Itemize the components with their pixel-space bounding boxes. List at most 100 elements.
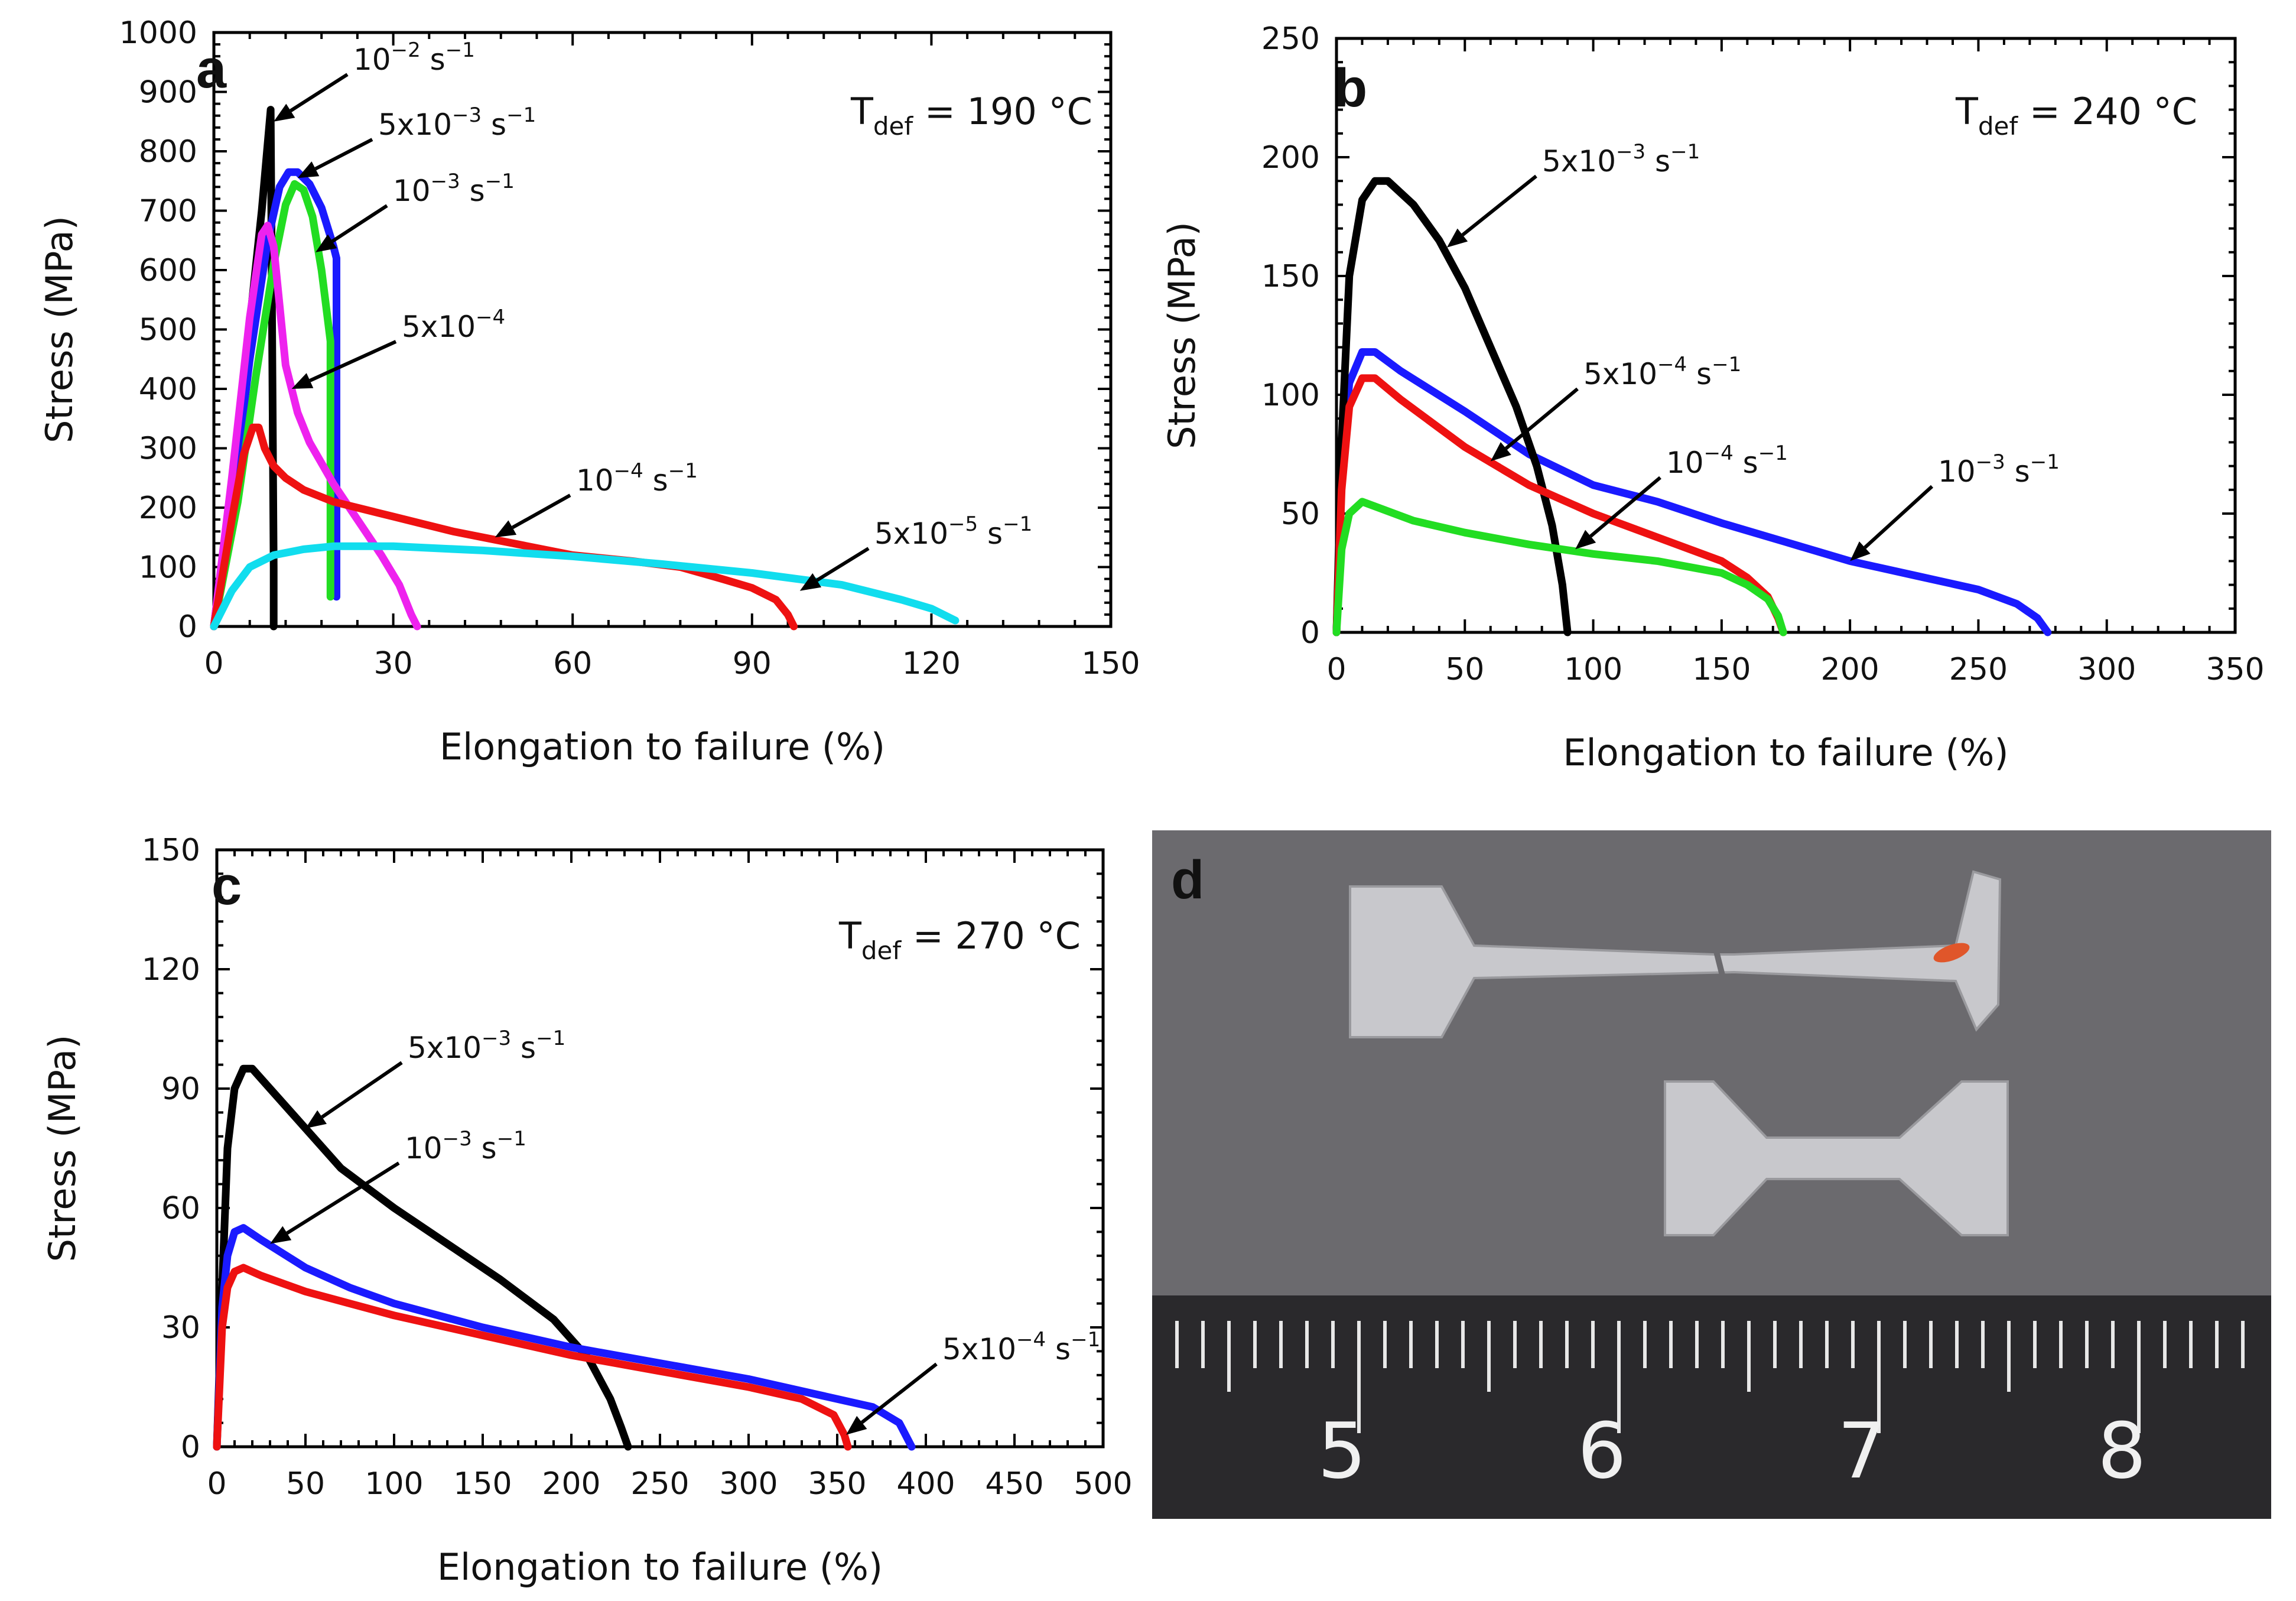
y-tick-label: 60 xyxy=(161,1191,200,1226)
y-tick-label: 100 xyxy=(1261,378,1320,413)
panel-c: 0 50 100 150 200 250 300 350 400 450 500 0 30 60 90 120… xyxy=(41,833,1133,1589)
x-tick-label: 0 xyxy=(1326,652,1346,687)
panel-letter: d xyxy=(1171,850,1204,910)
annotation-arrowhead xyxy=(1850,541,1871,561)
x-tick-label: 90 xyxy=(733,646,772,681)
annotation-arrow xyxy=(321,1061,403,1119)
specimen-fractured xyxy=(1349,870,2002,1038)
x-tick-label: 400 xyxy=(896,1466,955,1502)
panel-a: 0 30 60 90 120 150 0 100 200 300 400 500 600 700 800 90… xyxy=(38,15,1140,768)
x-tick-label: 60 xyxy=(553,646,592,681)
y-tick-label: 0 xyxy=(1300,615,1320,651)
x-tick-label: 500 xyxy=(1074,1466,1132,1502)
x-tick-label: 150 xyxy=(1692,652,1751,687)
series-line xyxy=(213,1224,916,1451)
temperature-label: Tdef = 270 °C xyxy=(838,914,1081,965)
annotation-arrow xyxy=(1589,476,1661,538)
fracture-gap xyxy=(1713,950,1725,976)
specimen-mark xyxy=(1933,943,1970,963)
y-tick-label: 0 xyxy=(181,1430,200,1465)
annotation-arrowhead xyxy=(291,373,314,389)
annotation-arrowhead xyxy=(1446,228,1468,248)
curve-annotation: 5x10−4 s−1 xyxy=(942,1328,1100,1366)
temperature-label: Tdef = 190 °C xyxy=(850,90,1092,141)
annotation-arrowhead xyxy=(274,103,295,122)
y-tick-label: 300 xyxy=(139,431,197,467)
curve-annotation: 5x10−3 s−1 xyxy=(1542,140,1700,178)
x-tick-label: 120 xyxy=(902,646,961,681)
x-tick-label: 250 xyxy=(1949,652,2008,687)
series-line xyxy=(210,542,960,631)
annotation-arrow xyxy=(1504,387,1579,450)
annotation-arrowhead xyxy=(799,573,822,591)
panel-letter: b xyxy=(1334,58,1367,118)
x-tick-label: 300 xyxy=(2077,652,2136,687)
y-tick-label: 50 xyxy=(1281,496,1320,532)
annotation-arrow xyxy=(331,204,388,243)
y-tick-label: 150 xyxy=(1261,259,1320,294)
curve-annotation: 10−2 s−1 xyxy=(353,38,475,77)
y-tick-label: 500 xyxy=(139,313,197,348)
x-axis-title: Elongation to failure (%) xyxy=(440,725,885,768)
x-axis-title: Elongation to failure (%) xyxy=(1563,731,2008,774)
panel-d-photo: 5 6 7 8 d xyxy=(1152,830,2271,1519)
x-axis-title: Elongation to failure (%) xyxy=(437,1545,883,1589)
annotation-arrow xyxy=(309,340,397,382)
annotation-arrow xyxy=(290,73,349,112)
annotation-arrow xyxy=(816,547,870,582)
series-line xyxy=(210,180,334,631)
y-tick-label: 90 xyxy=(161,1071,200,1107)
annotation-arrow xyxy=(511,493,571,530)
x-tick-label: 350 xyxy=(808,1466,866,1502)
temperature-label: Tdef = 240 °C xyxy=(1955,90,2197,141)
annotation-arrow xyxy=(1864,485,1934,549)
ruler-label: 7 xyxy=(1838,1406,1887,1496)
annotation-arrowhead xyxy=(305,1110,327,1129)
y-tick-label: 0 xyxy=(178,609,197,645)
curve-annotation: 10−3 s−1 xyxy=(393,170,515,208)
ruler-label: 8 xyxy=(2097,1406,2147,1496)
y-axis-title: Stress (MPa) xyxy=(1160,222,1204,449)
ruler-ticks: 5 6 7 8 xyxy=(1175,1321,2245,1496)
x-tick-label: 300 xyxy=(719,1466,778,1502)
curve-annotation: 10−3 s−1 xyxy=(1938,450,2060,489)
y-tick-label: 600 xyxy=(139,253,197,288)
y-tick-label: 120 xyxy=(142,952,200,988)
curve-annotation: 10−3 s−1 xyxy=(405,1127,526,1165)
x-tick-label: 0 xyxy=(207,1466,226,1502)
annotation-arrowhead xyxy=(316,234,337,252)
y-tick-label: 30 xyxy=(161,1310,200,1346)
y-axis-title: Stress (MPa) xyxy=(38,216,81,443)
x-tick-label: 450 xyxy=(985,1466,1043,1502)
series-line xyxy=(213,1064,632,1451)
x-tick-label: 50 xyxy=(1445,652,1484,687)
x-tick-label: 0 xyxy=(204,646,223,681)
annotation-arrowhead xyxy=(495,520,517,538)
y-tick-label: 800 xyxy=(139,134,197,170)
panel-letter: c xyxy=(212,856,242,916)
specimen-untested xyxy=(1664,1080,2009,1236)
x-tick-label: 250 xyxy=(630,1466,689,1502)
annotation-arrowhead xyxy=(1575,530,1596,550)
y-tick-label: 200 xyxy=(139,491,197,526)
x-tick-label: 200 xyxy=(542,1466,600,1502)
ruler-label: 5 xyxy=(1318,1406,1367,1496)
y-tick-label: 200 xyxy=(1261,140,1320,176)
series-line xyxy=(1332,177,1572,636)
panel-letter: a xyxy=(196,39,227,99)
axis-ticks xyxy=(213,31,1112,628)
ruler-label: 6 xyxy=(1578,1406,1627,1496)
curve-annotation: 10−4 s−1 xyxy=(1666,441,1788,480)
curve-annotation: 5x10−4 s−1 xyxy=(1583,353,1741,391)
curve-annotation: 10−4 s−1 xyxy=(576,459,698,498)
annotation-arrowhead xyxy=(270,1226,292,1244)
x-tick-label: 50 xyxy=(286,1466,325,1502)
x-tick-label: 150 xyxy=(1081,646,1140,681)
series-line xyxy=(210,423,798,631)
annotation-arrow xyxy=(314,138,373,171)
annotation-arrow xyxy=(286,1161,400,1235)
y-tick-label: 250 xyxy=(1261,21,1320,57)
x-tick-label: 350 xyxy=(2206,652,2264,687)
annotation-arrow xyxy=(860,1362,938,1424)
